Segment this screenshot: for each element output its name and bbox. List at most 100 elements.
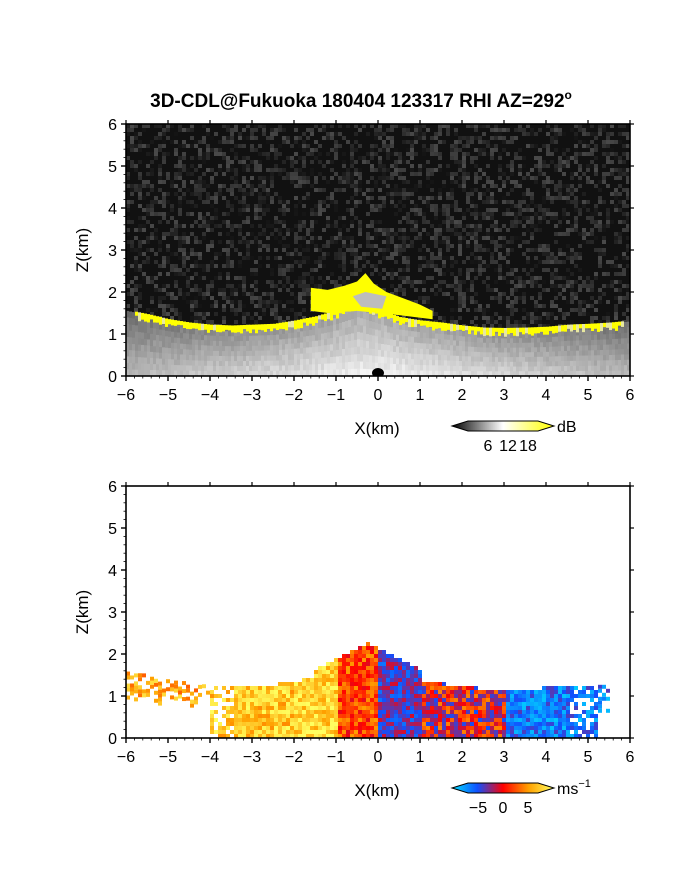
noise-cell <box>466 240 470 244</box>
noise-cell <box>382 132 386 136</box>
bl-cell <box>201 370 204 376</box>
noise-cell <box>210 284 214 288</box>
bl-cell <box>240 361 243 367</box>
bl-cell <box>306 341 309 349</box>
noise-cell <box>222 124 226 128</box>
noise-cell <box>542 180 546 184</box>
noise-cell <box>238 304 242 308</box>
noise-cell <box>570 320 574 324</box>
noise-cell <box>590 152 594 156</box>
bl-cell <box>177 327 180 334</box>
saturated-band <box>186 322 189 329</box>
noise-cell <box>558 224 562 228</box>
noise-cell <box>514 224 518 228</box>
noise-cell <box>338 188 342 192</box>
bl-cell <box>375 316 378 324</box>
bl-cell <box>174 365 177 372</box>
noise-cell <box>562 260 566 264</box>
noise-cell <box>162 128 166 132</box>
bl-cell <box>483 347 486 353</box>
noise-cell <box>134 144 138 148</box>
saturated-band <box>273 323 276 329</box>
noise-cell <box>438 188 442 192</box>
bl-cell <box>333 363 336 371</box>
noise-cell <box>450 220 454 224</box>
noise-cell <box>530 128 534 132</box>
noise-cell <box>550 272 554 276</box>
bl-cell <box>429 370 432 376</box>
saturated-band <box>420 320 423 326</box>
noise-cell <box>530 144 534 148</box>
noise-cell <box>610 200 614 204</box>
noise-cell <box>606 160 610 164</box>
bl-cell <box>213 370 216 376</box>
bl-cell <box>378 362 381 371</box>
bl-cell <box>462 351 465 357</box>
bl-cell <box>144 351 147 359</box>
noise-cell <box>542 172 546 176</box>
bl-cell <box>141 357 144 365</box>
noise-cell <box>590 320 594 324</box>
noise-cell <box>350 144 354 148</box>
noise-cell <box>314 176 318 180</box>
saturated-band <box>519 327 522 333</box>
noise-cell <box>430 168 434 172</box>
noise-cell <box>394 260 398 264</box>
bl-cell <box>453 355 456 362</box>
bl-cell <box>201 340 204 346</box>
noise-cell <box>434 144 438 148</box>
bl-cell <box>414 331 417 338</box>
bl-cell <box>384 369 387 376</box>
noise-cell <box>458 296 462 300</box>
noise-cell <box>434 256 438 260</box>
noise-cell <box>614 204 618 208</box>
bl-cell <box>387 363 390 371</box>
noise-cell <box>362 156 366 160</box>
bl-cell <box>507 357 510 363</box>
noise-cell <box>194 156 198 160</box>
noise-cell <box>498 264 502 268</box>
saturated-band <box>456 324 459 331</box>
noise-cell <box>626 236 630 240</box>
noise-cell <box>542 196 546 200</box>
bl-cell <box>468 341 471 348</box>
noise-cell <box>350 244 354 248</box>
noise-cell <box>486 284 490 288</box>
bl-cell <box>144 326 147 334</box>
noise-cell <box>290 172 294 176</box>
noise-cell <box>626 176 630 180</box>
noise-cell <box>294 160 298 164</box>
noise-cell <box>450 308 454 312</box>
noise-cell <box>194 140 198 144</box>
noise-cell <box>254 148 258 152</box>
bl-cell <box>417 326 420 333</box>
bl-cell <box>516 338 519 344</box>
bl-cell <box>429 343 432 350</box>
noise-cell <box>154 308 158 312</box>
noise-cell <box>394 292 398 296</box>
noise-cell <box>126 172 130 176</box>
bl-cell <box>327 351 330 358</box>
bl-cell <box>318 328 321 335</box>
noise-cell <box>398 160 402 164</box>
noise-cell <box>510 140 514 144</box>
noise-cell <box>262 180 266 184</box>
noise-cell <box>554 124 558 128</box>
bl-cell <box>405 353 408 360</box>
noise-cell <box>366 188 370 192</box>
bl-cell <box>318 346 321 353</box>
noise-cell <box>142 228 146 232</box>
noise-cell <box>150 212 154 216</box>
noise-cell <box>490 252 494 256</box>
bl-cell <box>192 349 195 356</box>
noise-cell <box>126 232 130 236</box>
noise-cell <box>186 144 190 148</box>
noise-cell <box>530 232 534 236</box>
bl-cell <box>228 341 231 347</box>
noise-cell <box>614 304 618 308</box>
bl-cell <box>195 334 198 341</box>
bl-cell <box>189 370 192 376</box>
bl-cell <box>507 371 510 376</box>
noise-cell <box>390 240 394 244</box>
bl-cell <box>201 350 204 357</box>
